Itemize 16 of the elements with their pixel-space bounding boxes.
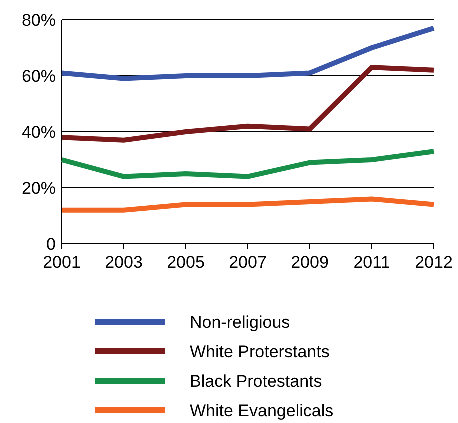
y-tick-label: 0: [46, 234, 56, 254]
x-tick-label: 2012: [415, 253, 453, 272]
x-tick-label: 2001: [43, 253, 81, 272]
y-tick-label: 60%: [22, 66, 56, 86]
x-tick-label: 2007: [229, 253, 267, 272]
y-tick-label: 80%: [22, 10, 56, 30]
legend-label: Black Protestants: [190, 372, 322, 391]
x-tick-label: 2011: [354, 253, 390, 272]
x-tick-label: 2009: [291, 253, 329, 272]
legend-label: Non-religious: [190, 312, 290, 332]
x-tick-label: 2003: [105, 253, 143, 272]
legend-label: White Proterstants: [190, 342, 330, 362]
x-tick-label: 2005: [167, 253, 205, 272]
legend-label: White Evangelicals: [190, 401, 334, 420]
y-tick-label: 40%: [22, 122, 56, 142]
y-tick-label: 20%: [22, 178, 56, 198]
